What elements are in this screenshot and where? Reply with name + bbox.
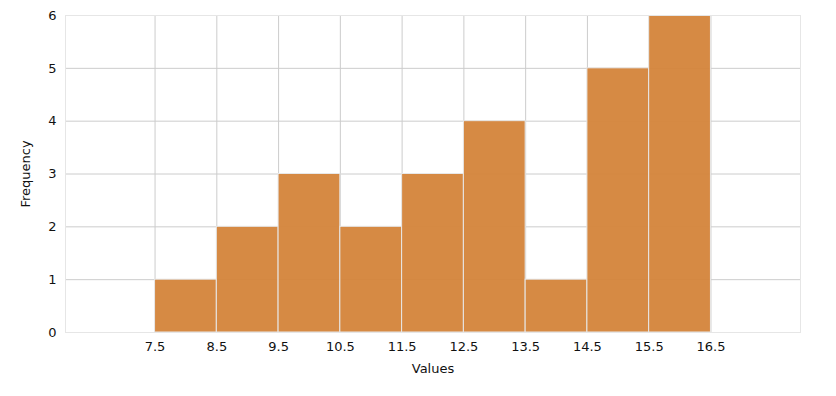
svg-text:2: 2 [48,219,56,234]
svg-text:10.5: 10.5 [326,339,355,354]
svg-text:9.5: 9.5 [268,339,289,354]
svg-text:15.5: 15.5 [635,339,664,354]
svg-text:5: 5 [48,60,56,75]
svg-text:6: 6 [48,8,56,23]
svg-text:11.5: 11.5 [388,339,417,354]
svg-text:14.5: 14.5 [573,339,602,354]
svg-text:Frequency: Frequency [18,140,33,207]
svg-text:4: 4 [48,113,56,128]
svg-text:3: 3 [48,166,56,181]
svg-text:12.5: 12.5 [449,339,478,354]
svg-text:16.5: 16.5 [696,339,725,354]
svg-text:1: 1 [48,272,56,287]
svg-text:7.5: 7.5 [145,339,166,354]
svg-text:Values: Values [412,361,455,376]
svg-text:13.5: 13.5 [511,339,540,354]
svg-text:0: 0 [48,325,56,340]
svg-text:8.5: 8.5 [206,339,227,354]
